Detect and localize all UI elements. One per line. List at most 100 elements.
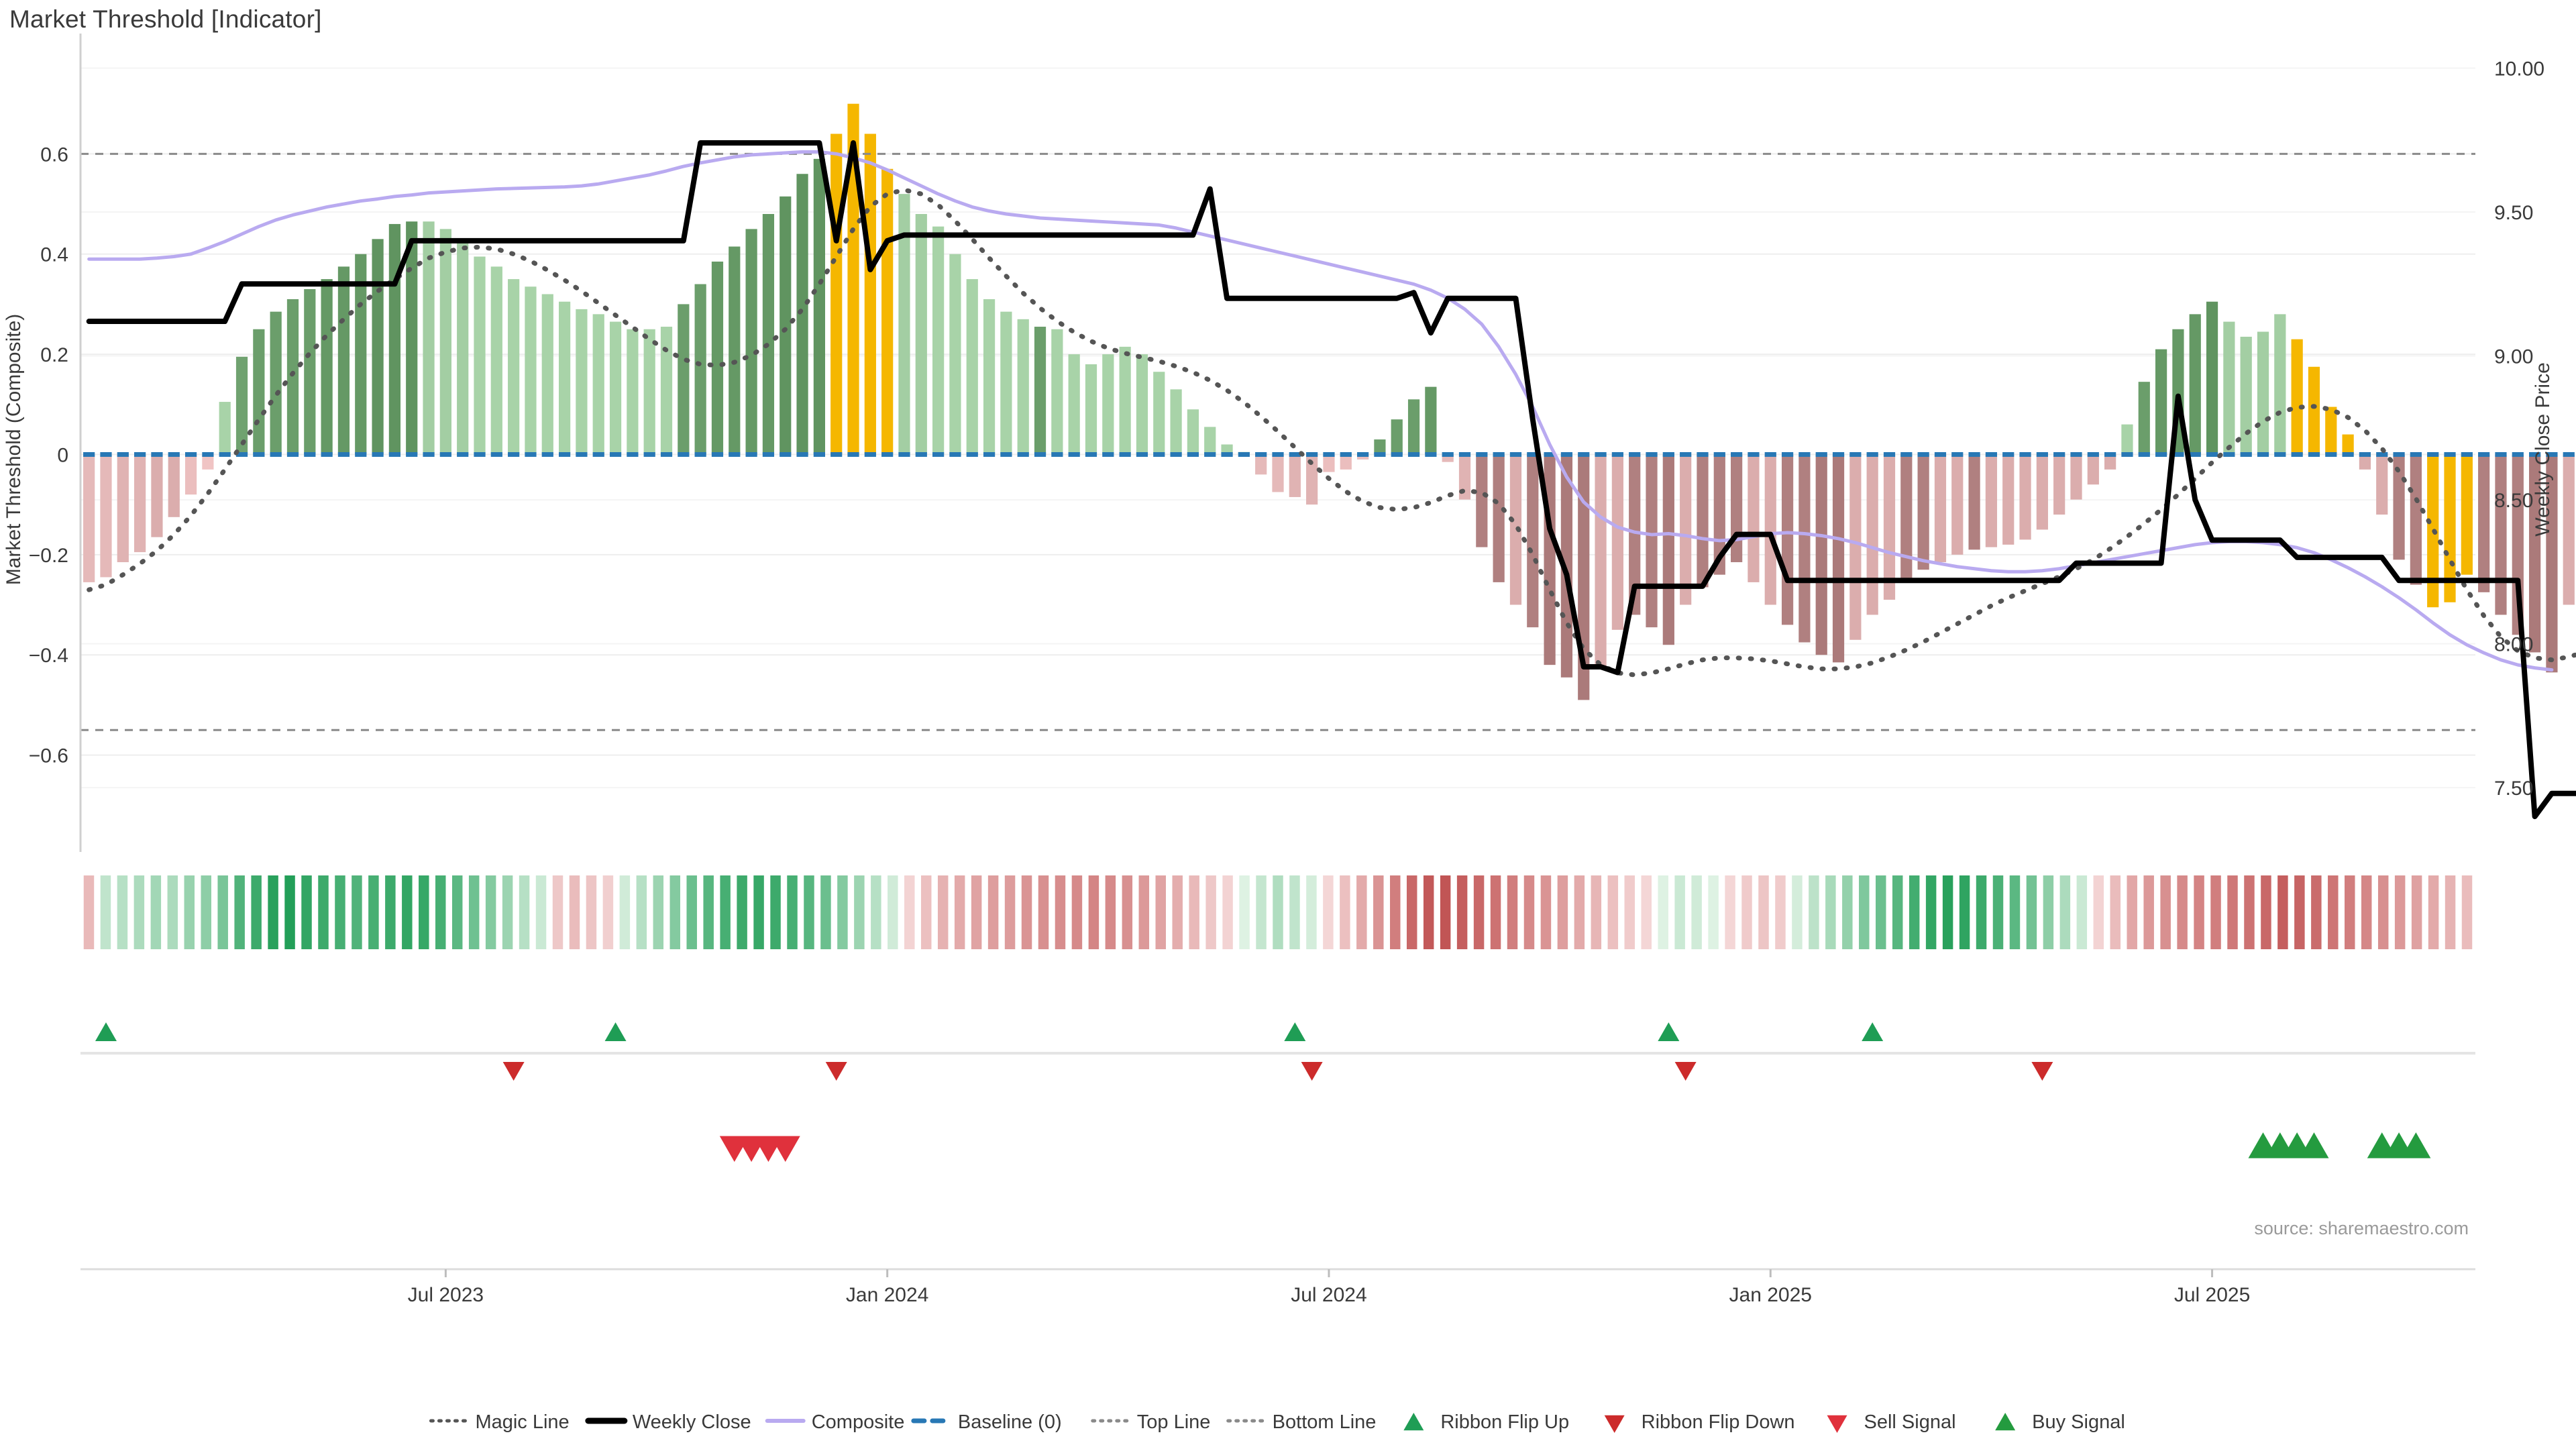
ribbon-flip-up-markers [95, 1022, 1884, 1041]
left-axis-label: Market Threshold (Composite) [3, 314, 25, 586]
ribbon-strip [83, 875, 2473, 949]
ribbon-flip-down-marker [825, 1062, 847, 1081]
threshold-bar [1917, 454, 1929, 570]
ribbon-cell [987, 875, 999, 949]
threshold-bar [304, 289, 316, 455]
weekly-close-line [86, 140, 2576, 820]
threshold-bar [762, 213, 775, 455]
threshold-bar [1815, 454, 1827, 655]
ribbon-cell [1892, 875, 1903, 949]
ribbon-cell [1440, 875, 1451, 949]
ribbon-cell [1725, 875, 1735, 949]
ribbon-cell [402, 875, 413, 949]
ribbon-cell [1842, 875, 1853, 949]
threshold-bar [1153, 372, 1165, 455]
ribbon-cell [2026, 875, 2037, 949]
threshold-bar [1611, 454, 1623, 630]
threshold-bar [1391, 419, 1403, 455]
threshold-bar [1306, 454, 1318, 505]
right-tick-label: 10.00 [2494, 58, 2544, 80]
threshold-bar [2138, 382, 2150, 455]
ribbon-cell [2394, 875, 2406, 949]
threshold-bar [1187, 409, 1199, 455]
ribbon-cell [485, 875, 496, 949]
threshold-bar [1748, 454, 1760, 582]
threshold-bar [1629, 454, 1641, 615]
ribbon-cell [2110, 875, 2121, 949]
sell-signal-markers [719, 1136, 800, 1162]
threshold-bar [898, 194, 910, 455]
legend-item[interactable]: Baseline (0) [911, 1411, 1062, 1433]
threshold-bar [1170, 389, 1182, 455]
ribbon-cell [686, 875, 697, 949]
ribbon-cell [2143, 875, 2154, 949]
threshold-bars [83, 103, 2575, 700]
threshold-bar [1204, 427, 1216, 455]
legend-item[interactable]: Sell Signal [1827, 1411, 1956, 1433]
legend-item[interactable]: Ribbon Flip Down [1604, 1411, 1795, 1433]
ribbon-cell [535, 875, 547, 949]
ribbon-cell [1775, 875, 1786, 949]
threshold-bar [134, 454, 146, 553]
ribbon-cell [1306, 875, 1317, 949]
ribbon-cell [669, 875, 680, 949]
ribbon-cell [2277, 875, 2288, 949]
threshold-bar [1764, 454, 1776, 605]
threshold-bar [949, 254, 961, 455]
legend-item[interactable]: Ribbon Flip Up [1403, 1411, 1569, 1433]
right-tick-label: 7.50 [2494, 777, 2533, 800]
ribbon-cell [1256, 875, 1267, 949]
threshold-bar [219, 402, 231, 455]
ribbon-cell [419, 875, 429, 949]
legend-item[interactable]: Top Line [1091, 1411, 1211, 1433]
ribbon-cell [1691, 875, 1702, 949]
threshold-bar [490, 266, 502, 455]
threshold-bar [2121, 424, 2133, 455]
ribbon-flip-down-markers [502, 1062, 2053, 1081]
ribbon-cell [2428, 875, 2439, 949]
threshold-bar [1527, 454, 1539, 628]
threshold-bar [609, 321, 622, 455]
threshold-bar [2104, 454, 2116, 470]
x-tick-label: Jul 2023 [408, 1284, 484, 1306]
threshold-bar [660, 327, 673, 455]
legend-item[interactable]: Composite [765, 1411, 905, 1433]
threshold-bar [2053, 454, 2065, 515]
ribbon-cell [2294, 875, 2305, 949]
threshold-bar [2019, 454, 2031, 540]
buy-signal-marker [2401, 1132, 2431, 1159]
threshold-lines [80, 152, 2475, 731]
threshold-bar [1900, 454, 1913, 582]
ribbon-cell [1992, 875, 2004, 949]
ribbon-cell [318, 875, 329, 949]
ribbon-cell [2445, 875, 2456, 949]
legend-item[interactable]: Bottom Line [1226, 1411, 1377, 1433]
ribbon-cell [1456, 875, 1468, 949]
threshold-bar [286, 299, 299, 455]
threshold-bar [2206, 301, 2218, 455]
threshold-bar [2461, 454, 2473, 575]
threshold-bar [1407, 399, 1420, 455]
legend-item[interactable]: Magic Line [429, 1411, 570, 1433]
ribbon-flip-up-marker [604, 1022, 627, 1041]
legend-item[interactable]: Weekly Close [585, 1411, 751, 1433]
threshold-bar [457, 241, 469, 455]
threshold-bar [1000, 311, 1012, 455]
legend-item[interactable]: Buy Signal [1995, 1411, 2125, 1433]
threshold-bar [1374, 439, 1386, 455]
ribbon-cell [1172, 875, 1183, 949]
threshold-bar [1968, 454, 1980, 550]
threshold-bar [1799, 454, 1811, 643]
threshold-bar [2036, 454, 2048, 530]
ribbon-cell [2461, 875, 2473, 949]
ribbon-cell [335, 875, 345, 949]
ribbon-cell [217, 875, 228, 949]
ribbon-flip-up-marker [95, 1022, 117, 1041]
threshold-bar [2257, 331, 2269, 455]
threshold-bar [1934, 454, 1947, 563]
threshold-bar [2308, 366, 2320, 455]
ribbon-cell [1557, 875, 1568, 949]
threshold-bar [525, 286, 537, 455]
ribbon-cell [2244, 875, 2255, 949]
ribbon-cell [937, 875, 949, 949]
